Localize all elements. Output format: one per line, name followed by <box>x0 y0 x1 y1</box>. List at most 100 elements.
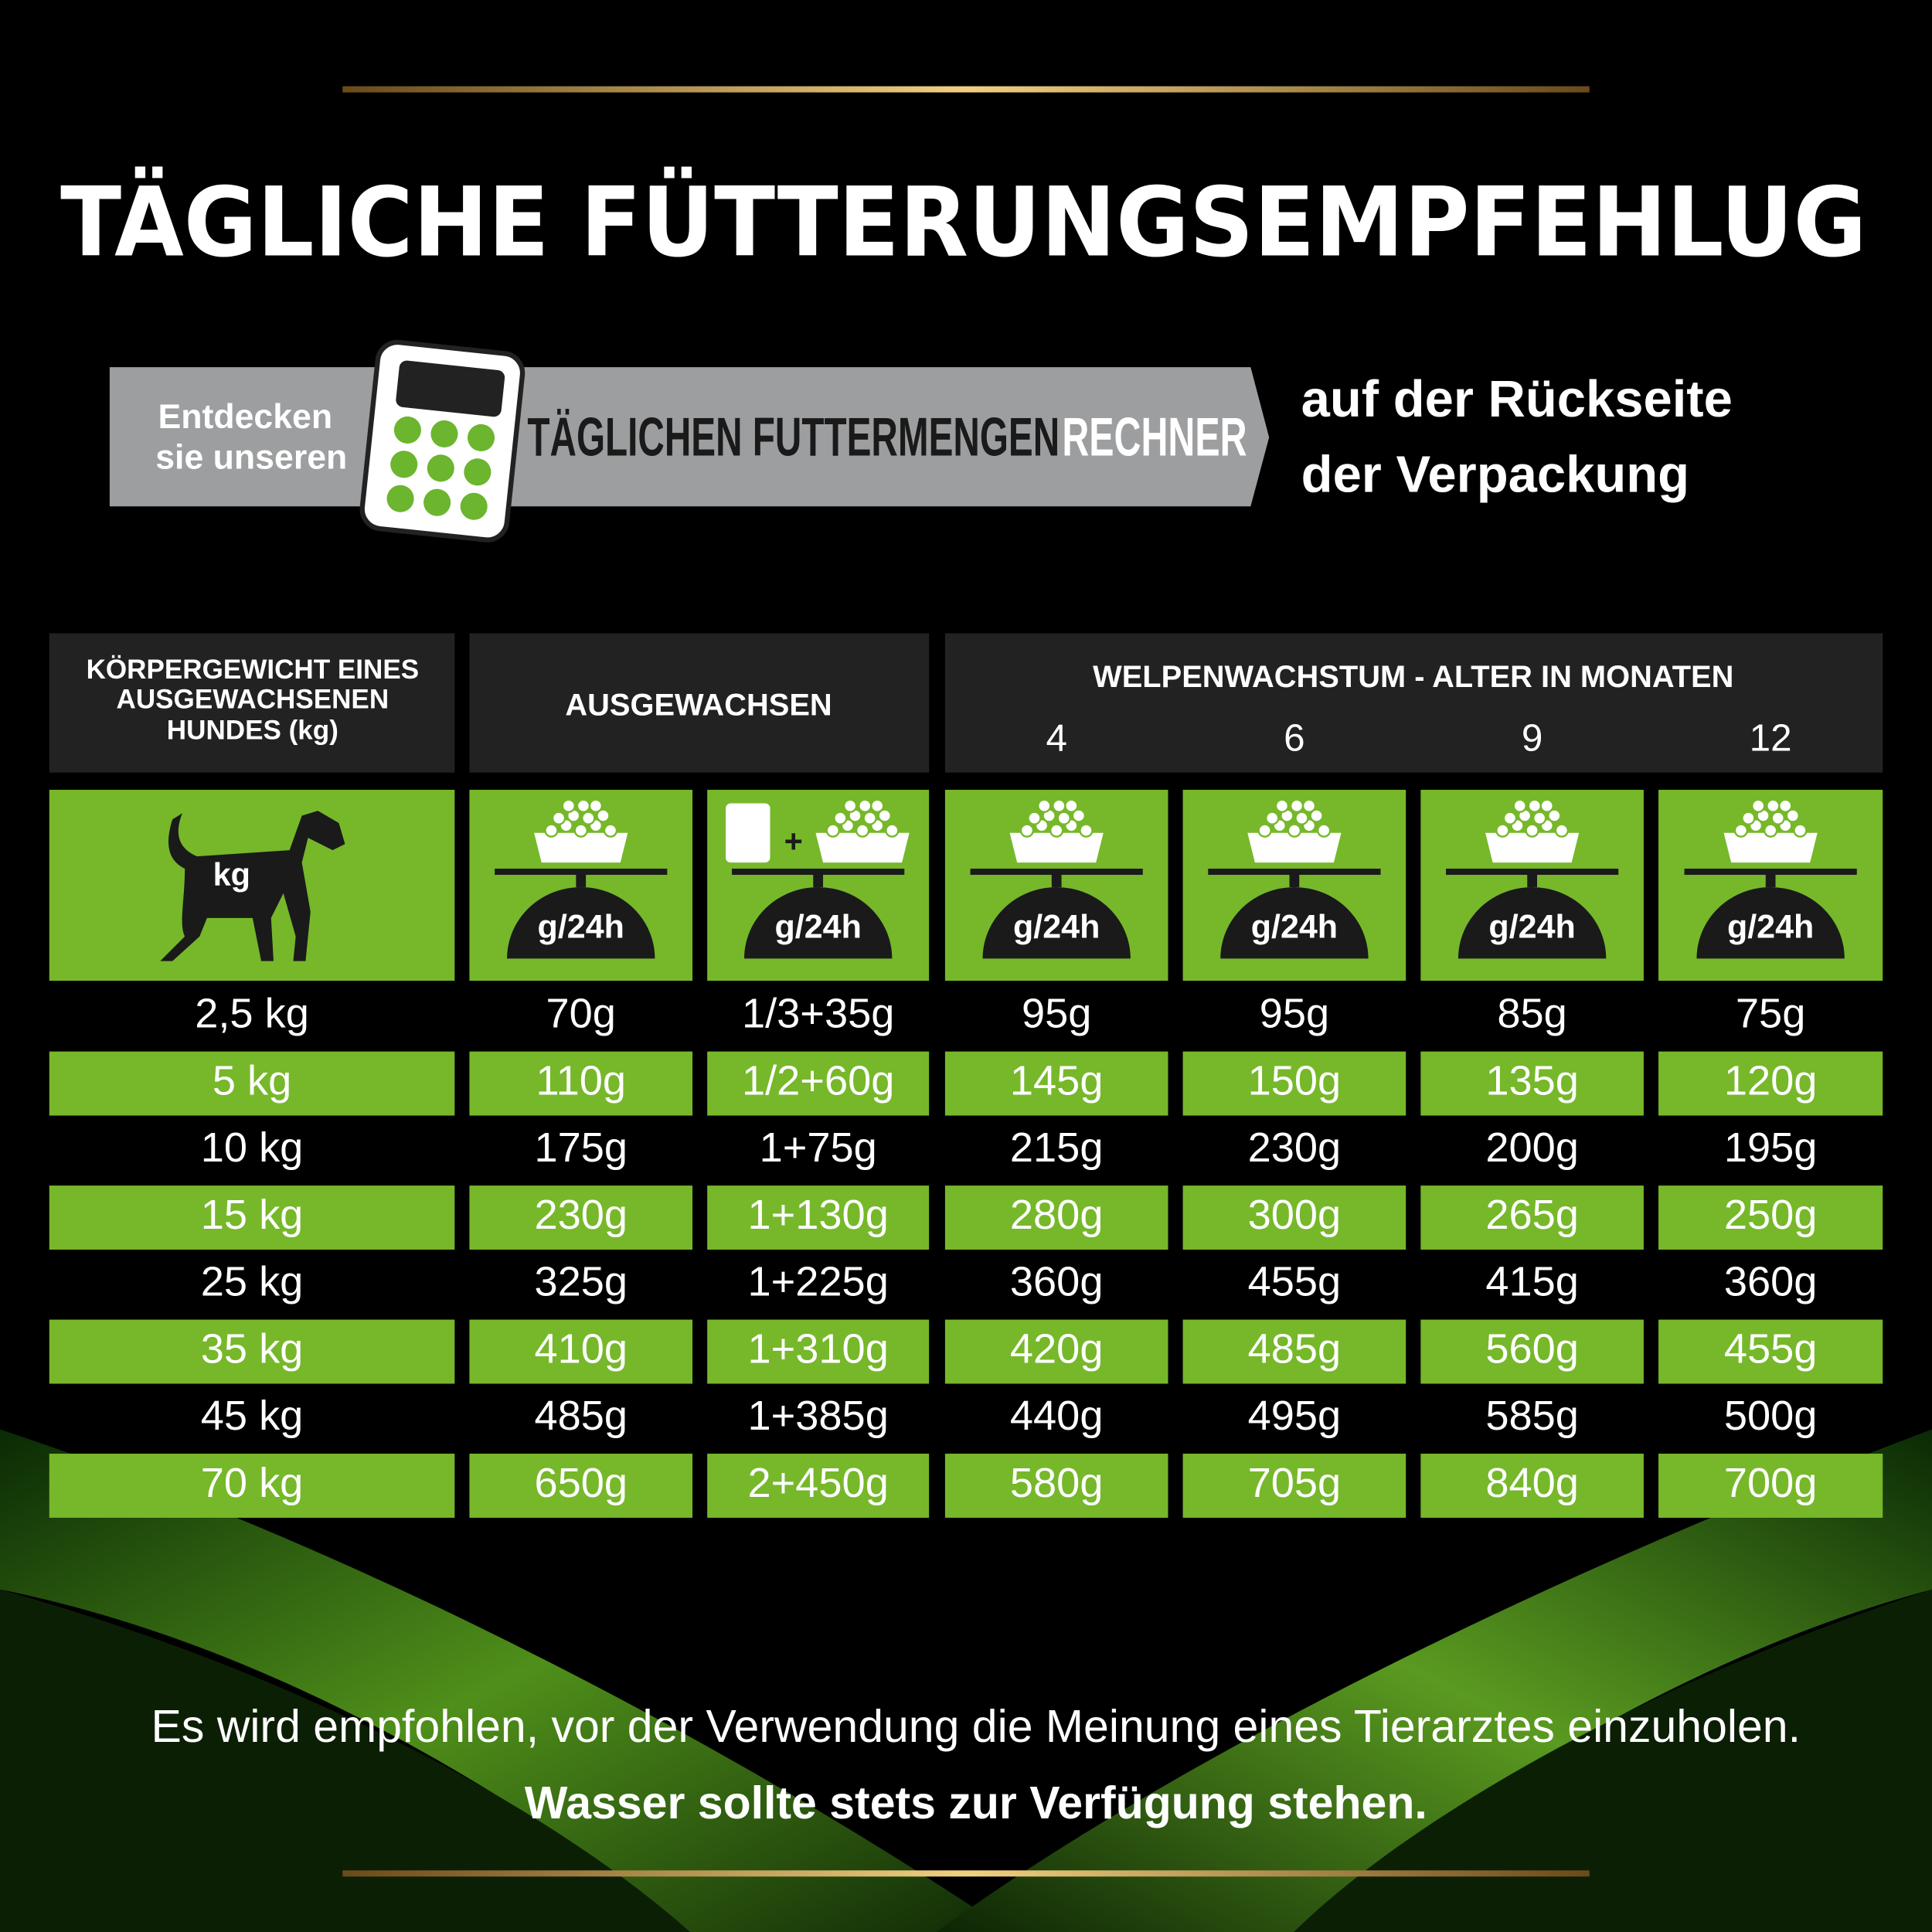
cell-value: 135g <box>1485 1057 1579 1104</box>
cell-value: 360g <box>1724 1259 1818 1305</box>
row-cell <box>1182 1051 1406 1116</box>
kibble <box>573 823 588 838</box>
row-cell <box>1420 1051 1644 1116</box>
kibble <box>885 823 900 838</box>
cell-value: 1+225g <box>748 1259 889 1305</box>
header-text: WELPENWACHSTUM - ALTER IN MONATEN <box>1093 660 1733 694</box>
kibble <box>551 811 566 825</box>
scale-icon: + g/24h <box>707 790 930 981</box>
kibble <box>1539 798 1554 813</box>
icon-label: g/24h <box>538 909 624 946</box>
kibble <box>1547 808 1562 823</box>
scale-stem <box>1289 872 1300 887</box>
cell-value: 200g <box>1485 1124 1579 1171</box>
table-row: 35 kg 410g 1+310g 420g 485g 560g 455g <box>49 1319 1883 1384</box>
row-cell <box>1420 1454 1644 1518</box>
kibble <box>862 811 877 825</box>
cell-value: 215g <box>1010 1124 1104 1171</box>
cell-value: 700g <box>1724 1460 1818 1506</box>
scale-stem <box>1051 872 1062 887</box>
row-cell <box>944 1454 1168 1518</box>
row-cell <box>1658 1319 1883 1384</box>
scale-dome <box>982 886 1131 959</box>
cell-value: 1/3+35g <box>742 991 894 1037</box>
scale-dome <box>744 886 893 959</box>
cell-value: 705g <box>1248 1460 1342 1506</box>
footer-advice: Es wird empfohlen, vor der Verwendung di… <box>151 1701 1801 1752</box>
cell-value: 485g <box>534 1393 628 1439</box>
icon-row: kg g/24h + g/24h g/24h g/24h g/24h g/24h <box>49 790 1883 981</box>
kibble <box>1527 798 1542 813</box>
row-cell <box>469 1051 693 1116</box>
kibble <box>576 798 591 813</box>
cell-value: 360g <box>1010 1259 1104 1305</box>
scale-icon: g/24h <box>469 790 693 981</box>
scale-icon: g/24h <box>1658 790 1883 981</box>
cell-value: 840g <box>1485 1460 1579 1506</box>
footer-water: Wasser sollte stets zur Verfügung stehen… <box>525 1777 1427 1828</box>
cell-value: 35 kg <box>201 1325 304 1372</box>
kibble <box>1064 798 1079 813</box>
cell-value: 120g <box>1724 1057 1818 1104</box>
kibble <box>1049 823 1064 838</box>
row-cell <box>469 1185 693 1250</box>
header-cell <box>944 633 1883 773</box>
bowl <box>1723 832 1818 863</box>
scale-icon: g/24h <box>944 790 1168 981</box>
kibble <box>1071 808 1087 823</box>
kibble <box>1294 811 1309 825</box>
row-cell <box>49 1051 455 1116</box>
kibble <box>603 823 618 838</box>
cell-value: 500g <box>1724 1393 1818 1439</box>
cell-value: 1/2+60g <box>742 1057 894 1104</box>
scale-plate <box>970 869 1143 876</box>
kibble <box>1052 798 1066 813</box>
kibble <box>596 808 611 823</box>
kibble <box>1733 823 1749 838</box>
banner-note: auf der Rückseite <box>1301 370 1733 428</box>
gold-rule <box>342 86 1590 93</box>
bowl <box>1247 832 1342 863</box>
cell-value: 10 kg <box>201 1124 304 1171</box>
cell-value: 95g <box>1022 991 1091 1037</box>
cell-value: 440g <box>1010 1393 1104 1439</box>
row-cell <box>469 1454 693 1518</box>
icon-label: g/24h <box>774 909 861 946</box>
kibble <box>1289 798 1304 813</box>
row-cell <box>1658 1051 1883 1116</box>
kibble <box>1495 823 1510 838</box>
kibble <box>1056 811 1071 825</box>
kibble <box>1763 823 1778 838</box>
kibble <box>870 798 885 813</box>
row-cell <box>1420 1185 1644 1250</box>
row-cell <box>707 1051 930 1116</box>
row-cell <box>469 1319 693 1384</box>
row-cell <box>1420 1319 1644 1384</box>
scale-dome <box>507 886 655 959</box>
row-cell <box>49 1454 455 1518</box>
icon-label: g/24h <box>1727 909 1814 946</box>
months: 4 6 9 12 <box>1046 716 1791 759</box>
banner-note: der Verpackung <box>1301 445 1689 503</box>
kibble <box>1301 798 1317 813</box>
kibble <box>1785 808 1801 823</box>
cell-value: 410g <box>534 1325 628 1372</box>
row-cell <box>1182 1185 1406 1250</box>
header-cell <box>49 633 455 773</box>
kibble <box>1751 798 1766 813</box>
cell-value: 145g <box>1010 1057 1104 1104</box>
icon-label: kg <box>213 856 250 893</box>
cell-value: 455g <box>1724 1325 1818 1372</box>
header-text: KÖRPERGEWICHT EINES <box>87 655 420 685</box>
swoosh <box>0 1429 1011 1932</box>
kibble <box>1257 823 1272 838</box>
scale-plate <box>495 869 668 876</box>
kibble <box>1770 811 1785 825</box>
cell-value: 265g <box>1485 1192 1579 1238</box>
table-row: 25 kg 325g 1+225g 360g 455g 415g 360g <box>201 1259 1818 1305</box>
kibble <box>1525 823 1539 838</box>
cell-value: 325g <box>534 1259 628 1305</box>
cell-value: 415g <box>1485 1259 1579 1305</box>
kibble <box>588 798 604 813</box>
cell-value: 195g <box>1724 1124 1818 1171</box>
